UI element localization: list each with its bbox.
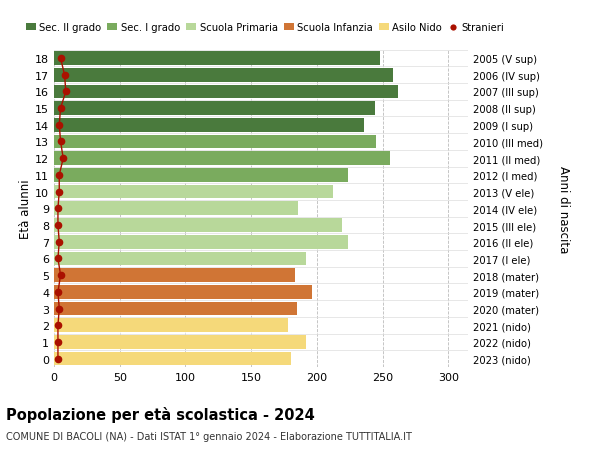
Bar <box>54 285 311 299</box>
Text: COMUNE DI BACOLI (NA) - Dati ISTAT 1° gennaio 2024 - Elaborazione TUTTITALIA.IT: COMUNE DI BACOLI (NA) - Dati ISTAT 1° ge… <box>6 431 412 442</box>
Bar <box>54 102 374 116</box>
Bar <box>54 252 307 266</box>
Bar <box>54 352 290 366</box>
Bar <box>54 336 307 349</box>
Bar <box>54 185 332 199</box>
Bar <box>54 85 398 99</box>
Bar <box>54 69 393 82</box>
Bar <box>54 302 297 316</box>
Text: Popolazione per età scolastica - 2024: Popolazione per età scolastica - 2024 <box>6 406 315 422</box>
Bar <box>54 319 288 332</box>
Bar <box>54 218 342 232</box>
Bar <box>54 152 391 166</box>
Bar <box>54 235 349 249</box>
Bar <box>54 119 364 132</box>
Bar <box>54 269 295 282</box>
Bar <box>54 52 380 66</box>
Bar <box>54 202 298 216</box>
Bar <box>54 168 349 182</box>
Bar <box>54 135 376 149</box>
Y-axis label: Anni di nascita: Anni di nascita <box>557 165 570 252</box>
Legend: Sec. II grado, Sec. I grado, Scuola Primaria, Scuola Infanzia, Asilo Nido, Stran: Sec. II grado, Sec. I grado, Scuola Prim… <box>22 19 508 37</box>
Y-axis label: Età alunni: Età alunni <box>19 179 32 239</box>
